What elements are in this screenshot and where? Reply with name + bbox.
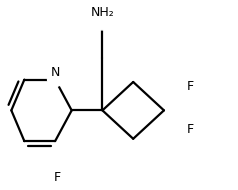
Text: N: N: [50, 66, 60, 79]
Circle shape: [92, 9, 113, 30]
Circle shape: [50, 163, 65, 178]
Circle shape: [179, 79, 194, 94]
Text: F: F: [186, 123, 193, 136]
Text: F: F: [186, 80, 193, 93]
Circle shape: [48, 72, 63, 87]
Text: F: F: [54, 171, 61, 184]
Circle shape: [179, 122, 194, 137]
Text: NH₂: NH₂: [91, 6, 114, 19]
